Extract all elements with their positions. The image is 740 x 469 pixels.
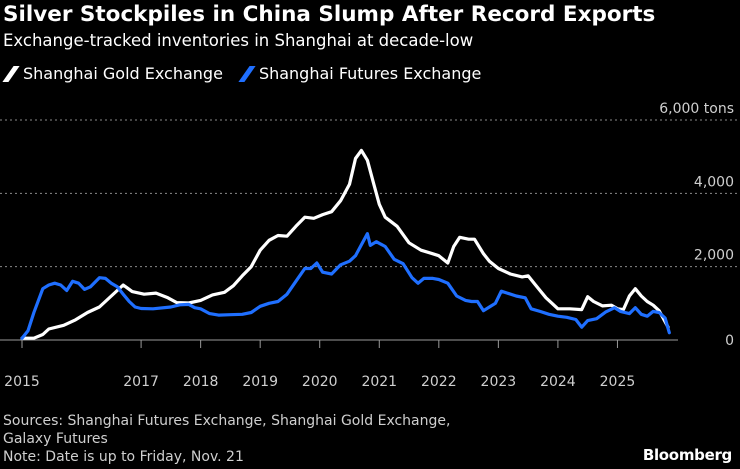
y-tick-label: 0 <box>725 333 734 349</box>
x-tick-label: 2024 <box>540 374 576 390</box>
bloomberg-logo: Bloomberg <box>642 446 732 464</box>
x-tick-label: 2022 <box>421 374 457 390</box>
y-tick-label: 4,000 <box>694 174 734 190</box>
legend: Shanghai Gold Exchange Shanghai Futures … <box>2 64 497 83</box>
x-tick-label: 2017 <box>123 374 159 390</box>
legend-item-sge: Shanghai Gold Exchange <box>2 64 223 83</box>
chart-title: Silver Stockpiles in China Slump After R… <box>3 2 656 27</box>
series-lines <box>20 148 671 340</box>
x-tick-label: 2020 <box>302 374 338 390</box>
legend-label-shfe: Shanghai Futures Exchange <box>258 64 482 83</box>
grid <box>0 119 740 341</box>
x-tick-label: 2025 <box>600 374 636 390</box>
series-line-shfe <box>20 232 671 340</box>
y-tick-label: 2,000 <box>694 248 734 264</box>
sources-text: Sources: Shanghai Futures Exchange, Shan… <box>3 413 451 429</box>
x-axis: 2015 2017 2018 2019 2020 2021 2022 2023 2024 2025 <box>4 340 635 390</box>
y-axis: 0 2,000 4,000 6,000 tons <box>659 101 734 349</box>
x-tick-label: 2015 <box>4 374 40 390</box>
sources-text-2: Galaxy Futures <box>3 431 108 447</box>
note-text: Note: Date is up to Friday, Nov. 21 <box>3 449 244 465</box>
x-tick-label: 2021 <box>361 374 397 390</box>
legend-label-sge: Shanghai Gold Exchange <box>23 64 223 83</box>
x-tick-label: 2023 <box>481 374 517 390</box>
legend-item-shfe: Shanghai Futures Exchange <box>238 64 482 83</box>
footer: Sources: Shanghai Futures Exchange, Shan… <box>3 412 450 466</box>
series-line-sge <box>20 148 670 340</box>
x-tick-label: 2019 <box>242 374 278 390</box>
line-chart: 2015 2017 2018 2019 2020 2021 2022 2023 2024 2025… <box>0 101 740 390</box>
y-tick-label: 6,000 tons <box>659 101 734 117</box>
x-tick-label: 2018 <box>183 374 219 390</box>
chart-subtitle: Exchange-tracked inventories in Shanghai… <box>3 31 474 50</box>
